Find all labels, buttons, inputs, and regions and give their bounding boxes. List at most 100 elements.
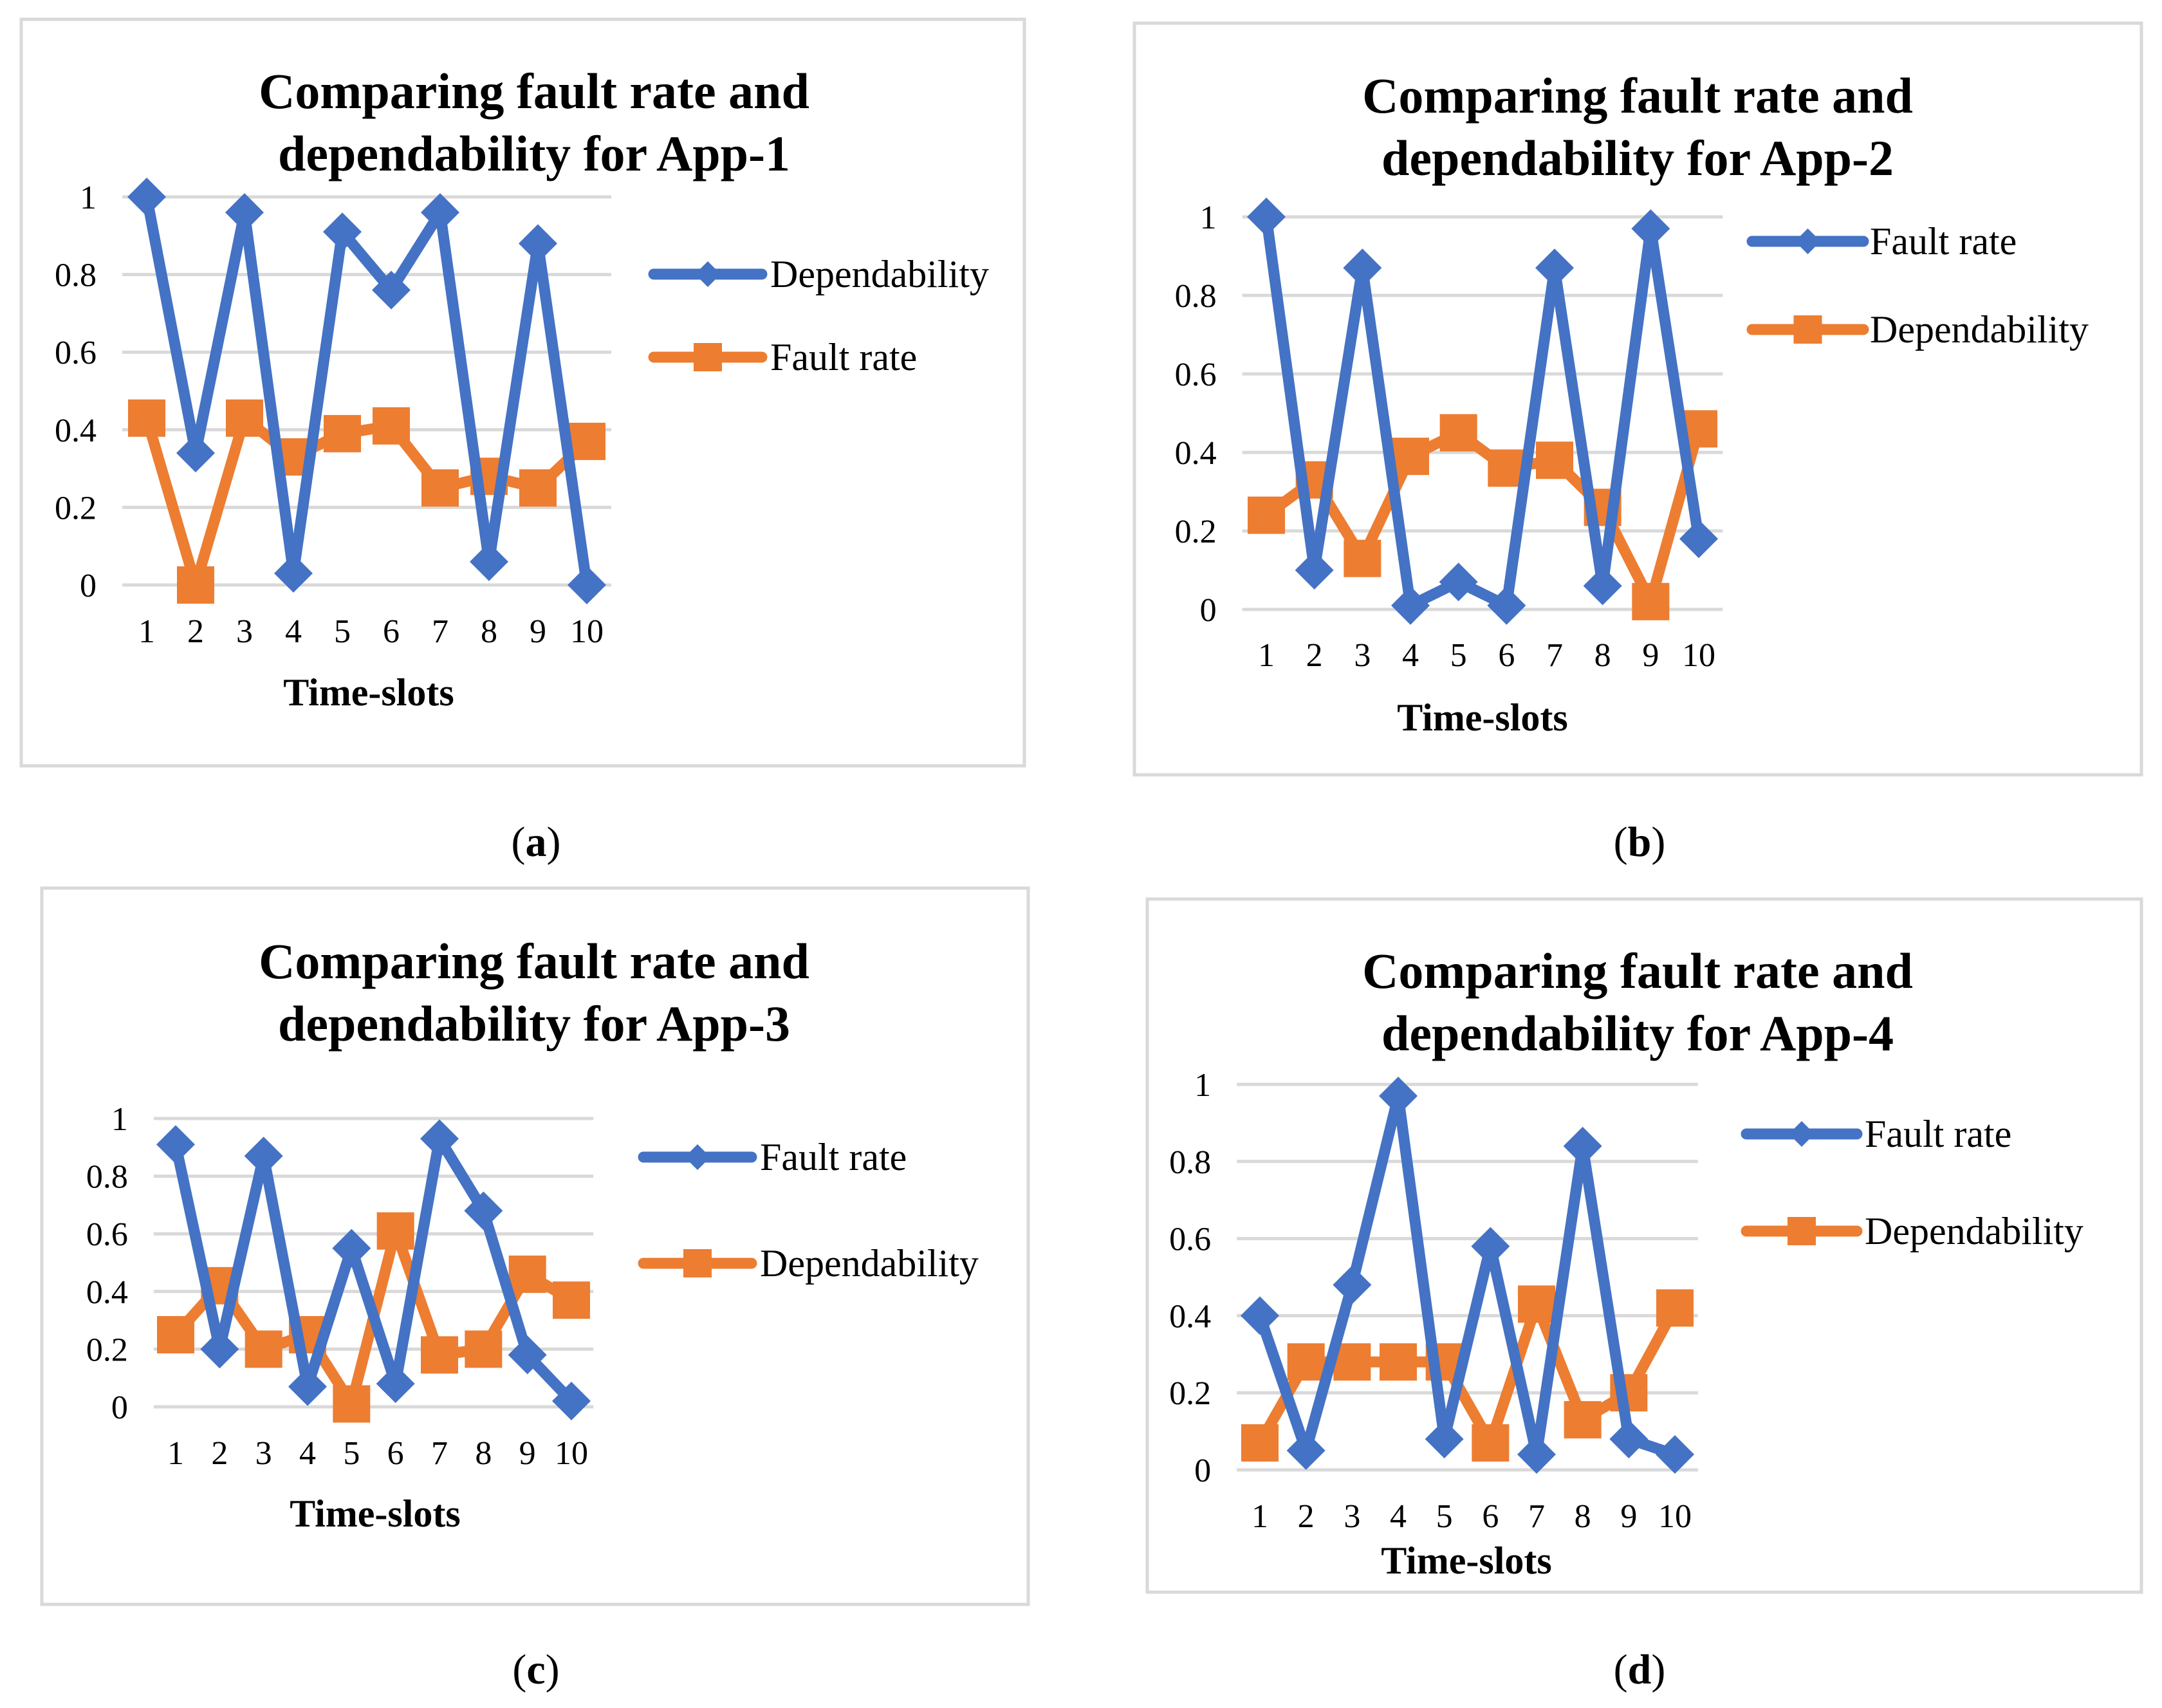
x-tick-label: 9 bbox=[1642, 637, 1659, 674]
chart-title-line: Comparing fault rate and bbox=[1362, 943, 1913, 999]
y-tick-label: 0 bbox=[1194, 1453, 1211, 1489]
caption-letter: b bbox=[1628, 819, 1652, 866]
x-tick-label: 5 bbox=[334, 613, 351, 650]
data-point bbox=[1632, 582, 1670, 620]
chart-panel-d: Comparing fault rate and dependability fo… bbox=[1145, 897, 2143, 1594]
legend-item: Dependability bbox=[648, 253, 989, 295]
data-point bbox=[470, 542, 508, 581]
data-point bbox=[1471, 1227, 1510, 1266]
legend-marker-square bbox=[694, 343, 722, 371]
data-point bbox=[1344, 539, 1381, 577]
x-tick-label: 10 bbox=[1658, 1498, 1692, 1535]
x-tick-label: 8 bbox=[481, 613, 497, 650]
data-point bbox=[372, 270, 411, 310]
data-point bbox=[1425, 1420, 1464, 1459]
caption-open-paren: ( bbox=[512, 1646, 526, 1693]
data-point bbox=[1241, 1424, 1279, 1462]
caption-letter: c bbox=[526, 1646, 545, 1693]
legend-item: Fault rate bbox=[638, 1136, 907, 1178]
legend-marker-square bbox=[1793, 315, 1822, 344]
legend-marker-square bbox=[1788, 1217, 1816, 1245]
data-point bbox=[1609, 1420, 1649, 1459]
data-point bbox=[245, 1330, 282, 1368]
y-tick-label: 0.6 bbox=[1169, 1221, 1211, 1258]
data-point bbox=[421, 193, 459, 232]
data-point bbox=[1536, 441, 1573, 479]
data-point bbox=[420, 1119, 459, 1158]
y-tick-label: 0.8 bbox=[86, 1159, 128, 1196]
chart-title-line: Comparing fault rate and bbox=[259, 933, 809, 989]
data-point bbox=[421, 469, 459, 507]
chart-title-line: dependability for App-1 bbox=[278, 125, 790, 181]
data-point bbox=[1333, 1265, 1372, 1304]
legend-label: Dependability bbox=[1870, 308, 2089, 351]
x-tick-label: 1 bbox=[167, 1435, 184, 1472]
data-point bbox=[465, 1330, 503, 1368]
data-point bbox=[1517, 1435, 1556, 1474]
series-fault-rate bbox=[1241, 1076, 1694, 1474]
data-point bbox=[225, 193, 264, 232]
y-tick-label: 0.6 bbox=[1175, 357, 1217, 393]
data-point bbox=[1247, 198, 1286, 236]
y-tick-label: 0 bbox=[1200, 592, 1217, 629]
data-point bbox=[1287, 1343, 1325, 1381]
legend-label: Dependability bbox=[1865, 1210, 2083, 1252]
data-point bbox=[1535, 248, 1574, 288]
x-axis-title: Time-slots bbox=[290, 1492, 461, 1535]
series-fault-rate bbox=[156, 1119, 591, 1421]
series-dependability bbox=[127, 178, 606, 604]
y-tick-label: 0 bbox=[111, 1389, 128, 1426]
data-point bbox=[1472, 1424, 1510, 1462]
data-point bbox=[1343, 248, 1382, 288]
data-point bbox=[1564, 1401, 1602, 1439]
y-tick-label: 0.6 bbox=[86, 1216, 128, 1253]
data-point bbox=[1241, 1296, 1279, 1335]
x-tick-label: 6 bbox=[387, 1435, 404, 1472]
x-tick-label: 10 bbox=[1682, 637, 1715, 674]
x-tick-label: 1 bbox=[1258, 637, 1275, 674]
chart-title-line: dependability for App-2 bbox=[1381, 130, 1894, 186]
y-tick-label: 1 bbox=[1194, 1067, 1211, 1104]
chart-title-line: Comparing fault rate and bbox=[259, 63, 809, 119]
panel-caption: (c) bbox=[512, 1646, 559, 1693]
legend-label: Dependability bbox=[760, 1242, 979, 1285]
legend-label: Dependability bbox=[770, 253, 989, 295]
data-point bbox=[519, 224, 557, 263]
legend-item: Dependability bbox=[638, 1242, 979, 1285]
series-dependability bbox=[1248, 410, 1717, 620]
x-tick-label: 1 bbox=[138, 613, 155, 650]
x-tick-label: 8 bbox=[1594, 637, 1611, 674]
caption-close-paren: ) bbox=[547, 819, 561, 866]
legend-marker-diamond bbox=[695, 261, 721, 287]
data-point bbox=[127, 178, 166, 216]
series-line bbox=[141, 413, 593, 591]
data-point bbox=[421, 1336, 458, 1374]
x-tick-label: 8 bbox=[475, 1435, 492, 1472]
y-tick-label: 0.2 bbox=[55, 490, 97, 526]
x-tick-label: 4 bbox=[299, 1435, 316, 1472]
legend-label: Fault rate bbox=[770, 336, 917, 378]
chart-title-line: dependability for App-4 bbox=[1381, 1005, 1894, 1061]
data-point bbox=[1286, 1431, 1326, 1471]
caption-close-paren: ) bbox=[1651, 1646, 1665, 1693]
caption-close-paren: ) bbox=[1651, 819, 1665, 866]
data-point bbox=[519, 469, 557, 507]
panel-caption: (b) bbox=[1614, 819, 1666, 866]
legend-label: Fault rate bbox=[1870, 220, 2017, 263]
data-point bbox=[1656, 1435, 1694, 1474]
legend-item: Dependability bbox=[1741, 1210, 2083, 1252]
data-point bbox=[1679, 519, 1718, 559]
x-tick-label: 5 bbox=[1436, 1498, 1453, 1535]
series-dependability bbox=[1241, 1285, 1694, 1462]
chart-frame bbox=[1145, 897, 2143, 1594]
x-tick-label: 7 bbox=[1546, 637, 1563, 674]
legend-item: Fault rate bbox=[1741, 1113, 2011, 1155]
data-point bbox=[332, 1229, 371, 1268]
data-point bbox=[376, 1364, 415, 1404]
data-point bbox=[177, 566, 214, 604]
data-point bbox=[376, 1212, 414, 1250]
x-tick-label: 7 bbox=[431, 1435, 448, 1472]
x-tick-label: 9 bbox=[530, 613, 546, 650]
data-point bbox=[1379, 1076, 1418, 1115]
x-tick-label: 10 bbox=[555, 1435, 588, 1472]
